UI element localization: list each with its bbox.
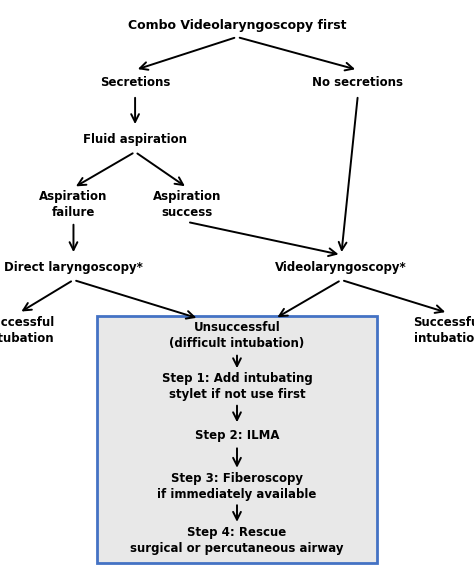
Text: Step 2: ILMA: Step 2: ILMA	[195, 429, 279, 442]
Text: Step 3: Fiberoscopy
if immediately available: Step 3: Fiberoscopy if immediately avail…	[157, 472, 317, 501]
Text: Secretions: Secretions	[100, 76, 170, 89]
Text: Step 1: Add intubating
stylet if not use first: Step 1: Add intubating stylet if not use…	[162, 373, 312, 401]
Text: Unsuccessful
(difficult intubation): Unsuccessful (difficult intubation)	[169, 321, 305, 350]
Text: Videolaryngoscopy*: Videolaryngoscopy*	[275, 261, 407, 274]
Text: Successful
intubation: Successful intubation	[413, 316, 474, 344]
Text: Aspiration
failure: Aspiration failure	[39, 191, 108, 219]
Text: Direct laryngoscopy*: Direct laryngoscopy*	[4, 261, 143, 274]
Text: Aspiration
success: Aspiration success	[153, 191, 221, 219]
Text: No secretions: No secretions	[312, 76, 403, 89]
Text: Fluid aspiration: Fluid aspiration	[83, 133, 187, 146]
Text: Step 4: Rescue
surgical or percutaneous airway: Step 4: Rescue surgical or percutaneous …	[130, 526, 344, 555]
Text: Successful
intubation: Successful intubation	[0, 316, 54, 344]
Bar	[97, 316, 377, 563]
Text: Combo Videolaryngoscopy first: Combo Videolaryngoscopy first	[128, 19, 346, 32]
